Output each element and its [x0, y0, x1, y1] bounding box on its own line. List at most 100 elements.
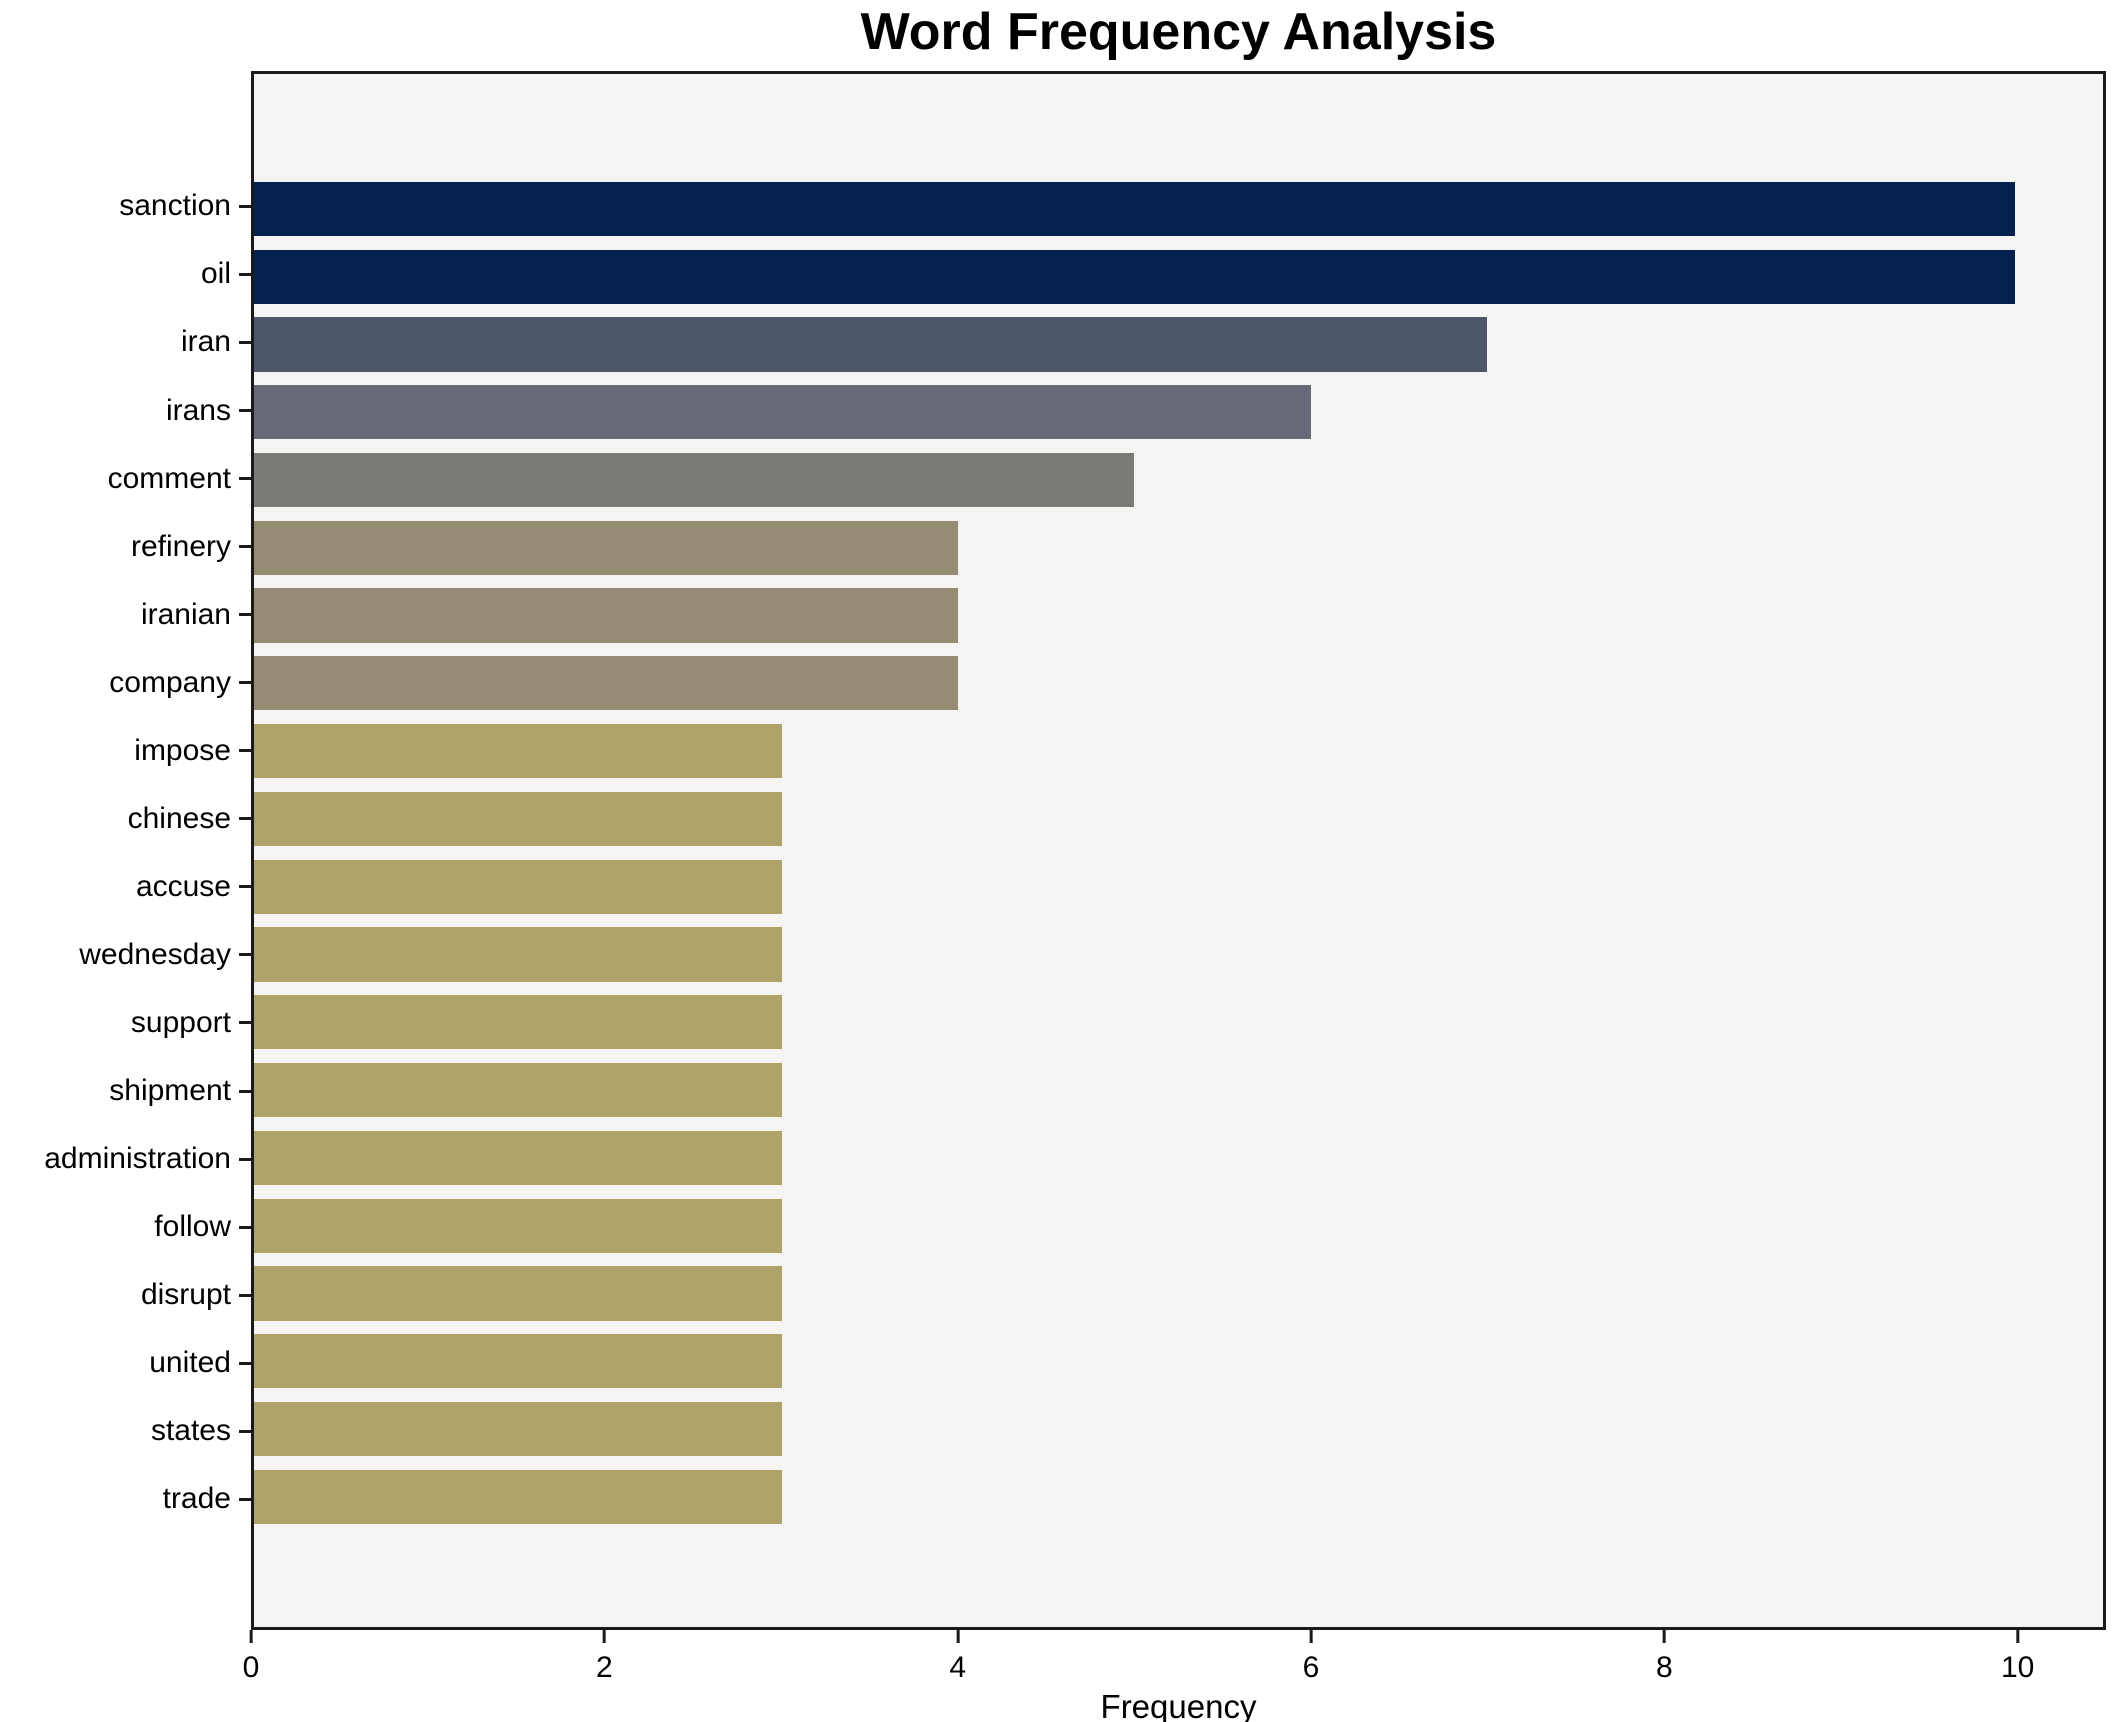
y-label-row: administration [44, 1142, 251, 1176]
bar-follow [254, 1198, 783, 1253]
y-tick-mark [239, 1021, 251, 1025]
x-tick-label: 6 [1302, 1651, 1320, 1684]
y-label-row: follow [154, 1210, 251, 1244]
y-label-row: shipment [109, 1074, 251, 1108]
y-tick-mark [239, 477, 251, 481]
y-tick-mark [239, 1293, 251, 1297]
y-label-united: united [149, 1346, 231, 1380]
y-label-row: chinese [128, 802, 251, 836]
y-tick-mark [239, 204, 251, 208]
y-label-follow: follow [154, 1210, 231, 1244]
y-tick-mark [239, 1089, 251, 1093]
x-axis-title: Frequency [1100, 1688, 1257, 1722]
bar-states [254, 1401, 783, 1457]
y-label-row: refinery [131, 530, 251, 564]
bar-refinery [254, 520, 959, 575]
bar-irans [254, 385, 1311, 440]
y-label-iran: iran [180, 325, 231, 359]
y-label-row: trade [163, 1482, 251, 1516]
bar-support [254, 995, 783, 1050]
y-label-row: iran [181, 325, 251, 359]
y-label-refinery: refinery [130, 529, 231, 563]
bar-sanction [254, 181, 2015, 236]
y-label-row: united [149, 1346, 251, 1380]
bar-trade [254, 1469, 783, 1524]
plot-area [251, 71, 2106, 1630]
x-tick-2: 2 [596, 1630, 613, 1685]
x-tick-mark [1309, 1630, 1313, 1643]
bar-united [254, 1334, 783, 1389]
bar-iran [254, 317, 1487, 372]
y-label-administration: administration [44, 1142, 231, 1176]
y-tick-mark [239, 885, 251, 889]
y-tick-mark [239, 272, 251, 276]
y-label-row: oil [201, 257, 251, 291]
y-tick-mark [239, 1225, 251, 1229]
y-label-disrupt: disrupt [140, 1278, 231, 1312]
y-label-iranian: iranian [140, 597, 231, 631]
bar-administration [254, 1130, 783, 1185]
y-tick-mark [239, 613, 251, 617]
x-tick-label: 2 [595, 1651, 613, 1684]
y-label-wednesday: wednesday [79, 937, 231, 971]
y-label-company: company [109, 665, 231, 699]
x-tick-label: 10 [2000, 1651, 2035, 1684]
y-label-oil: oil [200, 257, 231, 291]
y-label-row: irans [166, 394, 251, 428]
x-tick-10: 10 [2001, 1630, 2034, 1685]
y-label-impose: impose [134, 733, 231, 767]
y-tick-mark [239, 817, 251, 821]
y-label-irans: irans [165, 393, 231, 427]
x-tick-mark [1662, 1630, 1666, 1643]
y-label-row: company [109, 666, 251, 700]
x-axis: 0 2 4 6 8 10 [243, 1630, 2106, 1700]
y-tick-mark [239, 681, 251, 685]
y-label-shipment: shipment [109, 1074, 231, 1107]
y-label-accuse: accuse [135, 869, 231, 903]
bar-chinese [254, 791, 783, 847]
y-tick-mark [239, 1157, 251, 1161]
bar-wednesday [254, 927, 783, 982]
x-tick-8: 8 [1656, 1630, 1673, 1685]
y-tick-mark [239, 1429, 251, 1433]
y-tick-mark [239, 953, 251, 957]
y-tick-mark [239, 409, 251, 412]
bar-shipment [254, 1062, 783, 1118]
bar-oil [254, 249, 2015, 304]
y-label-support: support [130, 1005, 231, 1039]
x-tick-label: 0 [242, 1651, 260, 1684]
y-tick-mark [239, 1361, 251, 1365]
y-label-row: accuse [136, 870, 251, 904]
bar-comment [254, 452, 1135, 508]
x-tick-4: 4 [949, 1630, 966, 1685]
bar-company [254, 656, 959, 711]
y-label-comment: comment [107, 461, 231, 495]
y-label-row: sanction [119, 189, 251, 223]
chart-title: Word Frequency Analysis [860, 3, 1497, 61]
y-tick-mark [239, 749, 251, 753]
y-tick-mark [239, 340, 251, 344]
x-tick-label: 8 [1655, 1651, 1673, 1684]
y-label-sanction: sanction [119, 189, 231, 223]
bar-impose [254, 724, 783, 779]
y-axis-labels: sanction oil iran irans comment refinery irani… [0, 71, 251, 1630]
y-label-row: states [151, 1414, 251, 1448]
x-tick-0: 0 [242, 1630, 260, 1685]
bar-accuse [254, 859, 783, 914]
y-label-states: states [150, 1414, 231, 1448]
y-label-row: wednesday [79, 938, 251, 972]
y-label-row: impose [134, 734, 251, 768]
bar-disrupt [254, 1266, 783, 1321]
x-tick-mark [602, 1630, 606, 1643]
x-tick-label: 4 [949, 1651, 966, 1684]
x-tick-mark [2016, 1630, 2020, 1643]
x-tick-mark [956, 1630, 960, 1643]
x-tick-mark [249, 1630, 253, 1643]
y-label-row: comment [108, 462, 251, 496]
y-label-chinese: chinese [127, 801, 231, 835]
x-tick-6: 6 [1302, 1630, 1320, 1685]
y-label-trade: trade [162, 1482, 231, 1516]
y-label-row: support [131, 1006, 251, 1040]
y-tick-mark [239, 545, 251, 549]
